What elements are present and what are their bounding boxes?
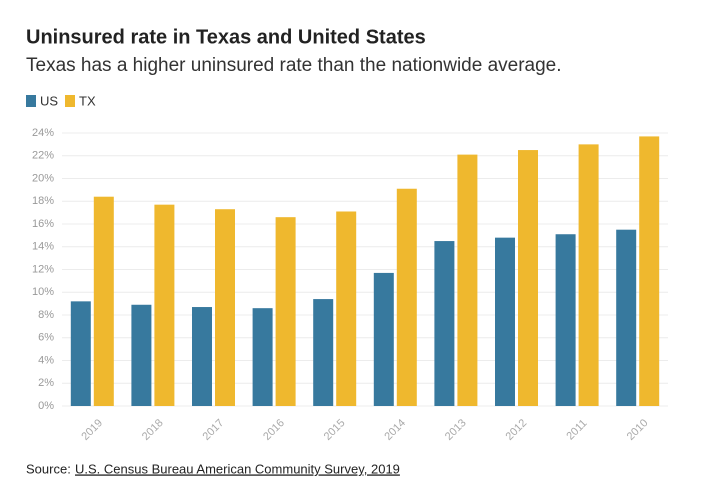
y-tick-label: 4%: [38, 354, 54, 366]
source-link[interactable]: U.S. Census Bureau American Community Su…: [75, 461, 400, 476]
bar: [578, 144, 599, 406]
bar: [616, 229, 637, 406]
bar: [434, 241, 455, 406]
bar: [70, 301, 91, 406]
x-tick-label: 2018: [140, 417, 166, 443]
x-tick-label: 2010: [625, 417, 651, 443]
y-tick-label: 12%: [32, 263, 54, 275]
x-tick-label: 2014: [382, 417, 408, 443]
y-tick-label: 6%: [38, 332, 54, 344]
y-tick-label: 18%: [32, 195, 54, 207]
bar: [275, 217, 296, 406]
bar: [457, 154, 478, 406]
bar: [215, 209, 235, 406]
x-tick-label: 2015: [322, 417, 348, 443]
y-tick-label: 2%: [38, 377, 54, 389]
y-tick-label: 22%: [32, 150, 54, 162]
y-tick-label: 10%: [32, 286, 54, 298]
x-tick-label: 2012: [504, 417, 530, 443]
bar: [154, 204, 175, 406]
y-tick-label: 16%: [32, 218, 54, 230]
bar: [313, 299, 334, 406]
bar: [336, 211, 357, 406]
bar: [93, 196, 114, 406]
bar: [192, 307, 212, 406]
x-tick-label: 2019: [79, 417, 105, 443]
y-tick-label: 14%: [32, 241, 54, 253]
chart-title: Uninsured rate in Texas and United State…: [26, 26, 426, 48]
bar: [373, 272, 394, 406]
bar: [252, 308, 273, 406]
x-tick-label: 2016: [261, 417, 287, 443]
bar: [495, 237, 515, 406]
legend-swatch: [65, 95, 75, 107]
y-tick-label: 8%: [38, 309, 54, 321]
legend-label: US: [40, 93, 58, 108]
y-tick-label: 20%: [32, 172, 54, 184]
source-label: Source:: [26, 461, 71, 476]
legend-swatch: [26, 95, 36, 107]
x-tick-label: 2017: [201, 417, 227, 443]
y-tick-label: 0%: [38, 400, 54, 412]
chart-subtitle: Texas has a higher uninsured rate than t…: [26, 55, 562, 76]
y-tick-label: 24%: [32, 127, 54, 139]
x-tick-label: 2011: [564, 417, 589, 442]
bar: [639, 136, 660, 406]
bar: [131, 304, 152, 406]
x-tick-label: 2013: [443, 417, 469, 443]
bar: [518, 150, 538, 406]
bar: [396, 188, 417, 406]
bar: [555, 234, 576, 406]
legend-label: TX: [79, 93, 96, 108]
